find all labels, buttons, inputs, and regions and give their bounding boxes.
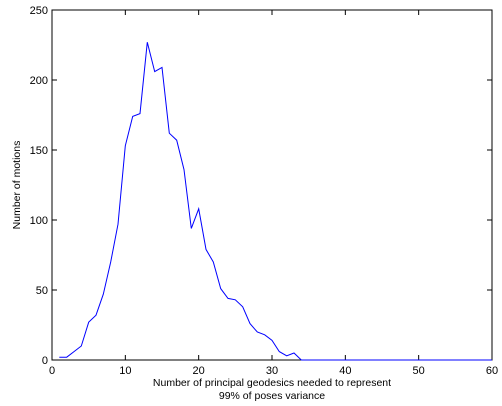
y-axis-label: Number of motions: [11, 141, 23, 230]
series-line: [59, 42, 492, 361]
x-tick-label: 30: [266, 365, 278, 377]
y-tick-label: 250: [30, 5, 48, 17]
x-axis-label-line-2: 99% of poses variance: [219, 390, 325, 402]
y-tick-label: 100: [30, 215, 48, 227]
x-tick-label: 50: [413, 365, 425, 377]
x-tick-label: 10: [119, 365, 131, 377]
x-axis-ticks: 0 10 20 30 40 50 60: [49, 10, 498, 377]
x-tick-label: 60: [486, 365, 498, 377]
y-axis-ticks: 0 50 100 150 200 250: [30, 5, 492, 367]
x-tick-label: 0: [49, 365, 55, 377]
y-tick-label: 200: [30, 75, 48, 87]
x-tick-label: 40: [339, 365, 351, 377]
x-axis-label-line-1: Number of principal geodesics needed to …: [153, 377, 391, 389]
plot-frame: [51, 9, 493, 361]
y-tick-label: 0: [42, 355, 48, 367]
x-tick-label: 20: [193, 365, 205, 377]
y-tick-label: 50: [36, 285, 48, 297]
y-tick-label: 150: [30, 145, 48, 157]
